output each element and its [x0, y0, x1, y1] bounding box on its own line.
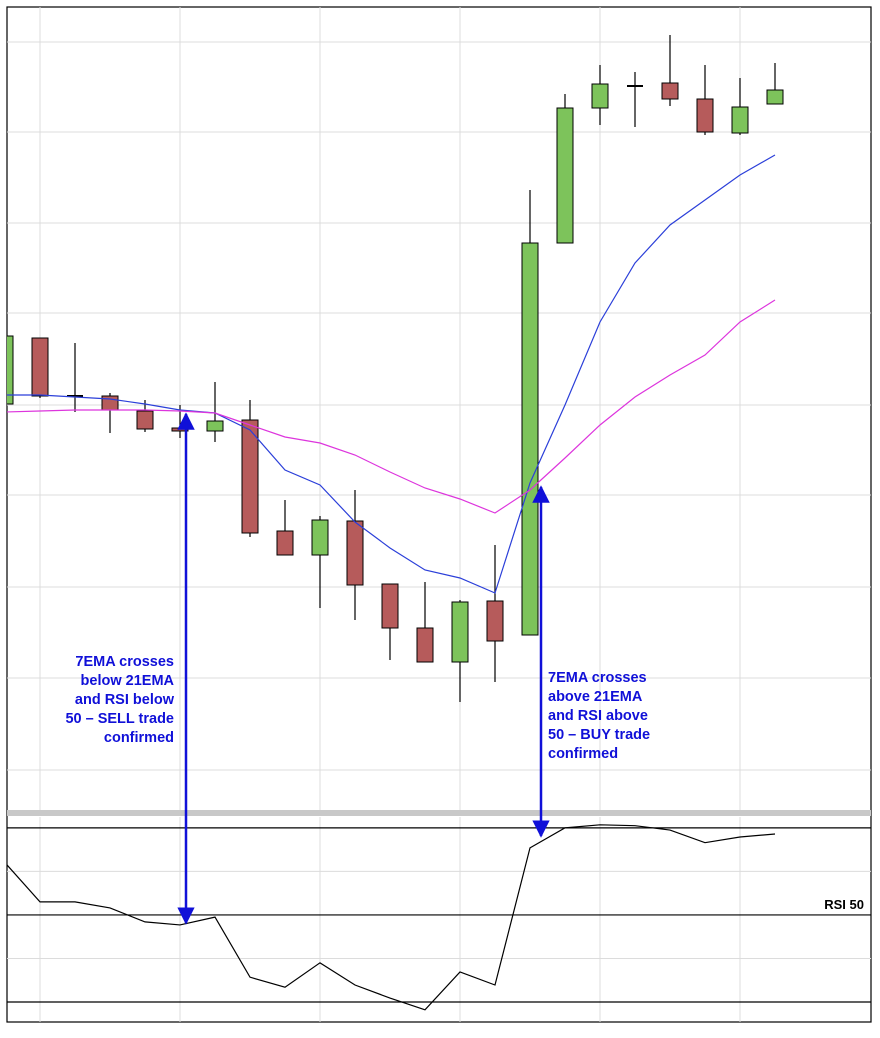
candle-body: [661, 82, 679, 100]
candle-body: [7, 335, 14, 405]
candle-body: [486, 600, 504, 642]
ema-line: [7, 299, 776, 514]
annotation: 7EMA crosses: [75, 654, 174, 670]
candle-body: [766, 89, 784, 105]
annotation: 50 – BUY trade: [548, 727, 650, 743]
frame: [6, 6, 872, 1023]
candle-body: [451, 601, 469, 663]
candle-body: [416, 627, 434, 663]
candle-body: [276, 530, 294, 556]
candle-body: [136, 410, 154, 430]
rsi-line: [7, 824, 776, 1011]
candle-body: [31, 337, 49, 397]
annotation: above 21EMA: [548, 689, 643, 705]
candle-body: [241, 419, 259, 534]
annotation: confirmed: [548, 746, 618, 762]
candle-body: [696, 98, 714, 133]
candle-body: [731, 106, 749, 134]
annotation: below 21EMA: [81, 673, 175, 689]
candle-body: [206, 420, 224, 432]
candle-body: [381, 583, 399, 629]
candle-body: [556, 107, 574, 244]
candle-body: [627, 85, 643, 87]
level-label: RSI 50: [824, 897, 864, 912]
annotation: 7EMA crosses: [548, 670, 647, 686]
candle-body: [346, 520, 364, 586]
annotation: and RSI below: [75, 692, 175, 708]
candle-body: [521, 242, 539, 636]
candle-body: [311, 519, 329, 556]
panel-divider: [7, 810, 871, 816]
annotation: 50 – SELL trade: [65, 711, 174, 727]
annotation: confirmed: [104, 730, 174, 746]
candle-body: [67, 395, 83, 397]
candle-body: [591, 83, 609, 109]
ema-line: [7, 154, 776, 594]
annotation: and RSI above: [548, 708, 648, 724]
